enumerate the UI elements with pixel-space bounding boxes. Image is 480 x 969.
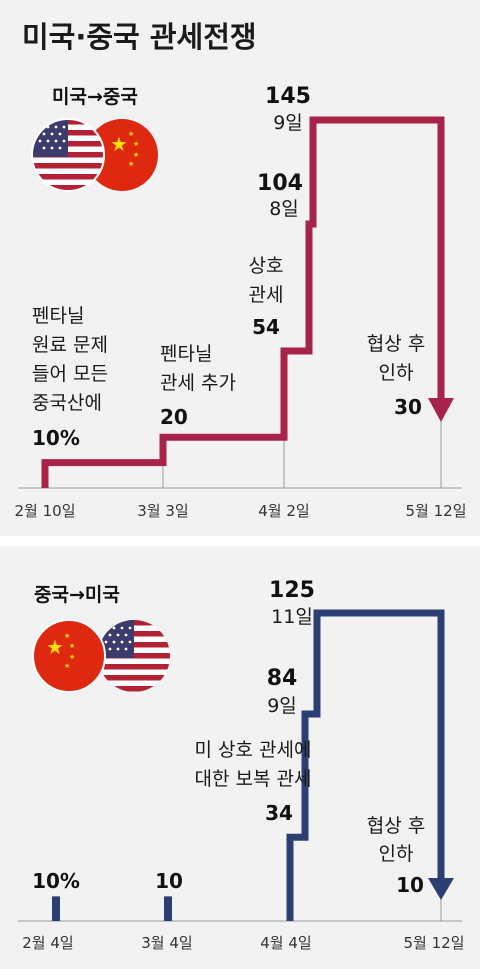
bottom-bar-1 — [52, 896, 60, 921]
ann-text: 인하 — [379, 843, 414, 865]
ann-value: 34 — [265, 801, 293, 825]
top-annotation-5: 145 9일 — [265, 84, 311, 134]
svg-text:★: ★ — [69, 642, 75, 650]
bottom-annotation-3: 미 상호 관세에 대한 보복 관세 34 — [195, 739, 312, 825]
bottom-tick-2: 3월 4일 — [141, 934, 192, 952]
ann-value: 145 — [265, 84, 311, 109]
top-arrow-head — [428, 398, 454, 422]
bottom-series-line — [286, 609, 445, 921]
ann-date: 9일 — [267, 695, 297, 717]
ann-text: 협상 후 — [367, 815, 425, 837]
china-flag-icon: ★ ★ ★ ★ ★ — [86, 119, 158, 191]
bottom-annotation-1: 10% — [32, 869, 80, 893]
ann-text: 관세 추가 — [160, 372, 236, 394]
us-flag-icon — [98, 620, 170, 692]
ann-text: 원료 문제 — [32, 334, 108, 356]
bottom-x-axis: 2월 4일 3월 4일 4월 4일 5월 12일 — [18, 895, 465, 952]
top-x-axis: 2월 10일 3월 3일 4월 2일 5월 12일 — [15, 350, 467, 520]
top-subtitle: 미국→중국 — [52, 86, 138, 108]
bottom-tick-1: 2월 4일 — [22, 934, 73, 952]
svg-text:★: ★ — [69, 653, 75, 661]
bottom-tick-3: 4월 4일 — [260, 934, 311, 952]
main-title: 미국·중국 관세전쟁 — [22, 20, 257, 54]
top-annotation-1: 펜타닐 원료 문제 들어 모든 중국산에 10% — [32, 305, 108, 450]
ann-text: 인하 — [379, 362, 414, 384]
bottom-arrow-head — [428, 878, 454, 900]
svg-text:★: ★ — [133, 140, 139, 148]
top-annotation-2: 펜타닐 관세 추가 20 — [160, 343, 236, 429]
bottom-annotation-6: 협상 후 인하 10 — [367, 815, 425, 897]
bottom-bar-2 — [164, 896, 172, 921]
top-annotation-4: 104 8일 — [257, 171, 303, 220]
ann-text: 협상 후 — [367, 333, 425, 355]
bottom-tick-4: 5월 12일 — [404, 934, 465, 952]
svg-text:★: ★ — [46, 635, 64, 659]
top-tick-3: 4월 2일 — [258, 502, 309, 520]
svg-text:★: ★ — [110, 132, 128, 156]
svg-text:★: ★ — [133, 151, 139, 159]
ann-date: 9일 — [273, 112, 303, 134]
bottom-annotation-2: 10 — [155, 869, 183, 893]
ann-value: 104 — [257, 171, 303, 196]
ann-value: 54 — [252, 315, 280, 339]
ann-text: 관세 — [249, 284, 284, 306]
us-to-china-panel — [0, 0, 480, 536]
ann-date: 11일 — [271, 606, 313, 628]
ann-value: 10% — [32, 869, 80, 893]
svg-text:★: ★ — [128, 130, 134, 138]
top-annotation-3: 상호 관세 54 — [249, 255, 284, 339]
bottom-annotation-5: 125 11일 — [269, 578, 315, 628]
svg-text:★: ★ — [64, 662, 70, 670]
ann-text: 펜타닐 — [160, 343, 212, 365]
top-tick-2: 3월 3일 — [137, 502, 188, 520]
ann-text: 상호 — [249, 255, 284, 277]
top-series-line — [41, 116, 445, 488]
ann-text: 대한 보복 관세 — [195, 768, 312, 790]
ann-value: 20 — [160, 405, 188, 429]
svg-text:★: ★ — [128, 160, 134, 168]
ann-value: 10 — [396, 873, 424, 897]
ann-value: 10 — [155, 869, 183, 893]
bottom-subtitle: 중국→미국 — [34, 584, 120, 606]
ann-date: 8일 — [269, 198, 299, 220]
ann-value: 125 — [269, 578, 315, 603]
ann-text: 들어 모든 — [32, 363, 108, 385]
ann-text: 미 상호 관세에 — [195, 739, 312, 761]
bottom-annotation-4: 84 9일 — [267, 666, 298, 717]
svg-text:★: ★ — [64, 632, 70, 640]
ann-value: 10% — [32, 426, 80, 450]
ann-value: 30 — [394, 395, 422, 419]
us-flag-icon — [31, 118, 105, 192]
ann-text: 중국산에 — [32, 392, 102, 414]
ann-value: 84 — [267, 666, 298, 691]
ann-text: 펜타닐 — [32, 305, 84, 327]
top-tick-1: 2월 10일 — [15, 502, 76, 520]
china-flag-icon: ★ ★ ★ ★ ★ — [32, 619, 106, 693]
top-tick-4: 5월 12일 — [406, 502, 467, 520]
top-annotation-6: 협상 후 인하 30 — [367, 333, 425, 419]
